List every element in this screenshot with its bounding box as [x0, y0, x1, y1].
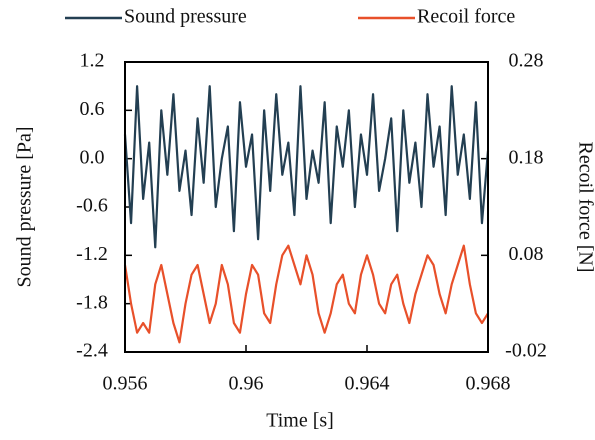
legend-label: Sound pressure — [124, 6, 247, 28]
y-tick-label: -0.6 — [76, 195, 108, 217]
x-tick-label: 0.956 — [103, 373, 148, 395]
x-axis-label: Time [s] — [266, 410, 334, 432]
y-tick-label: 0.6 — [80, 98, 105, 120]
plot-frame — [124, 61, 489, 353]
y2-tick-label: 0.08 — [509, 243, 544, 265]
x-tick-label: 0.964 — [345, 373, 390, 395]
y2-tick-label: 0.28 — [509, 50, 544, 72]
y-tick-label: 0.0 — [80, 146, 105, 168]
y2-tick-label: 0.18 — [509, 146, 544, 168]
y2-tick-label: -0.02 — [505, 340, 547, 362]
y-axis-label: Sound pressure [Pa] — [14, 126, 36, 287]
legend-label: Recoil force — [417, 6, 515, 28]
y-tick-label: -2.4 — [76, 340, 108, 362]
series-line — [123, 85, 490, 249]
y2-axis-label: Recoil force [N] — [574, 141, 595, 272]
series-line — [123, 244, 489, 344]
x-tick-label: 0.968 — [466, 373, 511, 395]
y-tick-label: -1.2 — [76, 243, 108, 265]
y-tick-label: 1.2 — [80, 50, 105, 72]
x-tick-label: 0.96 — [229, 373, 264, 395]
y-tick-label: -1.8 — [76, 291, 108, 313]
